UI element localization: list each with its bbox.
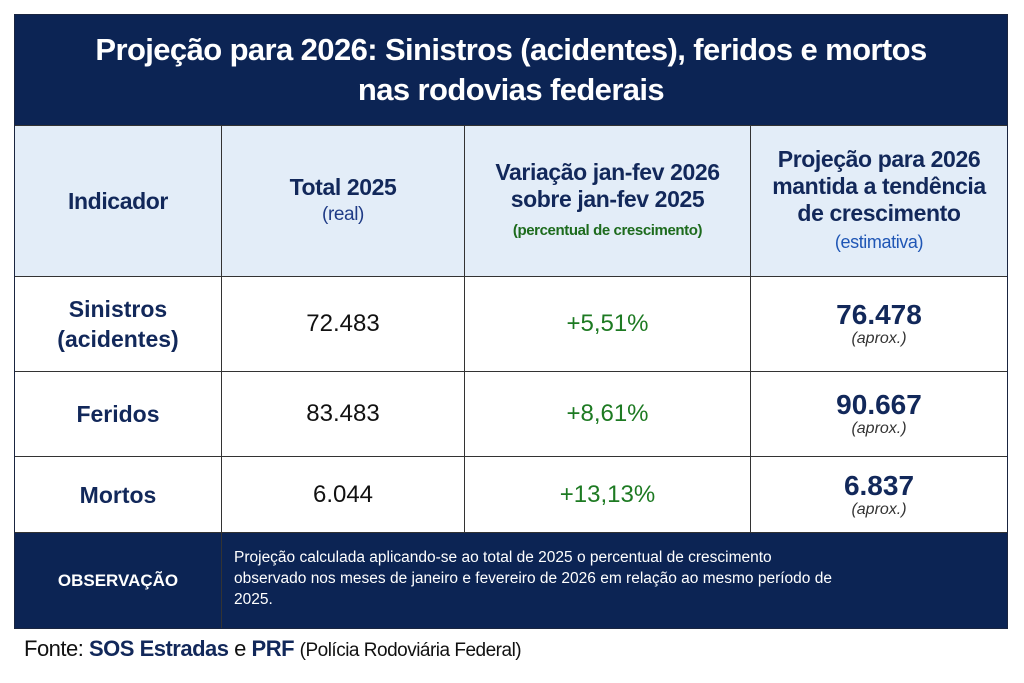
source-line: Fonte: SOS Estradas e PRF (Polícia Rodov… <box>24 636 522 662</box>
header-label: Variação jan-fev 2026 sobre jan-fev 2025 <box>495 158 720 212</box>
title-line-2: nas rodovias federais <box>357 72 665 107</box>
variation-cell: +5,51% <box>464 277 750 371</box>
source-detail: (Polícia Rodoviária Federal) <box>299 640 522 661</box>
projection-value: 90.667 <box>836 389 922 420</box>
total-cell: 72.483 <box>221 277 464 371</box>
indicator-cell: Feridos <box>76 401 160 427</box>
total-cell: 83.483 <box>221 372 464 456</box>
header-sub: (estimativa) <box>834 232 924 252</box>
header-label: Projeção para 2026 mantida a tendência d… <box>772 146 986 226</box>
projection-table: Projeção para 2026: Sinistros (acidentes… <box>14 14 1008 629</box>
header-row: Indicador Total 2025 (real) Variação jan-… <box>15 125 1007 276</box>
header-total-2025: Total 2025 (real) <box>221 126 464 276</box>
approx-note: (aprox.) <box>851 420 907 437</box>
header-indicator: Indicador <box>15 126 221 276</box>
projection-cell: 76.478 (aprox.) <box>750 277 1007 371</box>
total-cell: 6.044 <box>221 457 464 532</box>
projection-cell: 90.667 (aprox.) <box>750 372 1007 456</box>
title-line-1: Projeção para 2026: Sinistros (acidentes… <box>95 32 927 67</box>
table-row: Sinistros (acidentes) 72.483 +5,51% 76.4… <box>15 276 1007 371</box>
approx-note: (aprox.) <box>851 330 907 347</box>
header-variation: Variação jan-fev 2026 sobre jan-fev 2025… <box>464 126 750 276</box>
header-projection: Projeção para 2026 mantida a tendência d… <box>750 126 1007 276</box>
table-row: Feridos 83.483 +8,61% 90.667 (aprox.) <box>15 371 1007 456</box>
projection-value: 6.837 <box>843 469 915 501</box>
indicator-cell: Sinistros (acidentes) <box>57 296 179 352</box>
header-sub: (percentual de crescimento) <box>512 221 703 239</box>
source-joiner: e <box>234 636 246 661</box>
source-prf: PRF <box>251 636 295 661</box>
source-prefix: Fonte: <box>24 636 84 661</box>
indicator-cell: Mortos <box>79 481 157 508</box>
header-sub: (real) <box>322 204 364 225</box>
approx-note: (aprox.) <box>851 500 907 518</box>
observation-row: OBSERVAÇÃO Projeção calculada aplicando-… <box>15 532 1007 628</box>
header-label: Total 2025 <box>289 174 397 200</box>
header-label: Indicador <box>68 187 168 214</box>
source-sos-estradas: SOS Estradas <box>89 636 229 661</box>
observation-text: Projeção calculada aplicando-se ao total… <box>221 533 834 628</box>
variation-cell: +8,61% <box>464 372 750 456</box>
projection-value: 76.478 <box>836 299 922 330</box>
observation-label: OBSERVAÇÃO <box>57 570 179 590</box>
table-title: Projeção para 2026: Sinistros (acidentes… <box>15 15 1007 125</box>
table-row: Mortos 6.044 +13,13% 6.837 (aprox.) <box>15 456 1007 532</box>
projection-cell: 6.837 (aprox.) <box>750 457 1007 532</box>
variation-cell: +13,13% <box>464 457 750 532</box>
